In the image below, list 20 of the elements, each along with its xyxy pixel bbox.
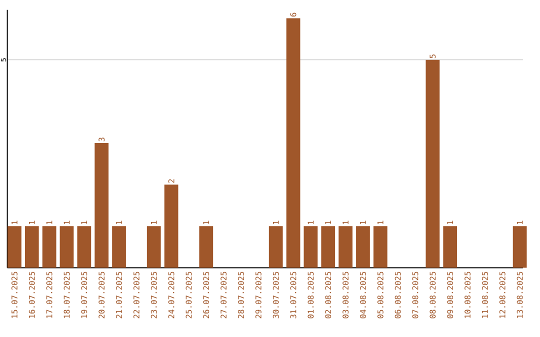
- bar: [286, 18, 300, 268]
- bar: [443, 226, 458, 268]
- bar: [373, 226, 388, 268]
- bar: [321, 226, 336, 268]
- bar: [268, 226, 283, 268]
- bar: [426, 60, 440, 268]
- bar: [199, 226, 214, 268]
- bar: [112, 226, 126, 268]
- bar: [94, 142, 109, 268]
- bar: [77, 226, 92, 268]
- bar: [164, 184, 178, 268]
- bar: [356, 226, 370, 268]
- bar: [60, 226, 74, 268]
- bar: [338, 226, 352, 268]
- bar: [8, 226, 22, 268]
- bar: [146, 226, 161, 268]
- bar: [24, 226, 39, 268]
- bar: [512, 226, 527, 268]
- bar: [42, 226, 56, 268]
- bar: [304, 226, 318, 268]
